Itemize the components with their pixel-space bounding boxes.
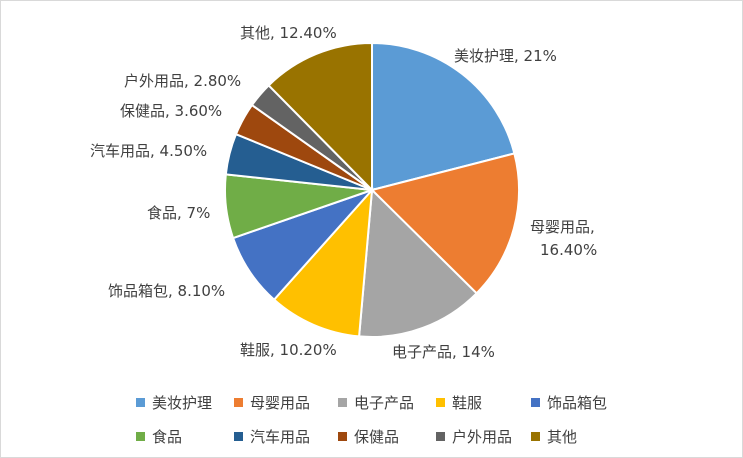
legend-label-9: 户外用品: [452, 427, 513, 446]
legend-swatch-6: [136, 431, 145, 441]
pie-slice-2: [370, 152, 520, 295]
legend-item-4: 鞋服: [436, 392, 531, 413]
data-label-1: 美妆护理, 21%: [454, 47, 557, 65]
data-label-6: 食品, 7%: [147, 204, 210, 222]
data-label-4: 鞋服, 10.20%: [240, 341, 337, 359]
legend-swatch-9: [436, 431, 445, 441]
pie-slice-3: [358, 187, 479, 338]
legend-swatch-3: [338, 397, 347, 407]
legend-item-1: 美妆护理: [136, 392, 234, 413]
legend-item-2: 母婴用品: [234, 392, 338, 413]
legend-item-5: 饰品箱包: [531, 392, 631, 413]
legend-label-6: 食品: [152, 427, 183, 446]
data-label-2: 母婴用品, 16.40%: [530, 218, 597, 259]
legend-label-7: 汽车用品: [250, 427, 311, 446]
legend: 美妆护理 母婴用品 电子产品 鞋服 饰品箱包 食品 汽车用品 保健品 户外用品 其他: [136, 390, 636, 458]
legend-item-10: 其他: [531, 426, 631, 447]
pie-slice-10: [267, 41, 373, 193]
legend-label-8: 保健品: [354, 427, 400, 446]
legend-swatch-1: [136, 397, 145, 407]
data-label-10: 其他, 12.40%: [240, 24, 337, 42]
data-label-3: 电子产品, 14%: [392, 343, 495, 361]
legend-label-10: 其他: [547, 427, 578, 446]
legend-swatch-10: [531, 431, 540, 441]
legend-swatch-2: [234, 397, 243, 407]
legend-swatch-8: [338, 431, 347, 441]
legend-swatch-7: [234, 431, 243, 441]
legend-label-4: 鞋服: [452, 393, 483, 412]
legend-label-5: 饰品箱包: [547, 393, 608, 412]
legend-swatch-5: [531, 397, 540, 407]
legend-swatch-4: [436, 397, 445, 407]
legend-label-2: 母婴用品: [250, 393, 311, 412]
data-label-5: 饰品箱包, 8.10%: [108, 282, 225, 300]
pie-slice-1: [371, 41, 516, 192]
data-label-9: 户外用品, 2.80%: [124, 72, 241, 90]
legend-label-1: 美妆护理: [152, 393, 213, 412]
legend-item-9: 户外用品: [436, 426, 531, 447]
data-label-7: 汽车用品, 4.50%: [90, 142, 207, 160]
pie-slice-4: [272, 187, 374, 338]
legend-item-8: 保健品: [338, 426, 436, 447]
legend-item-7: 汽车用品: [234, 426, 338, 447]
data-label-8: 保健品, 3.60%: [120, 102, 222, 120]
legend-item-6: 食品: [136, 426, 234, 447]
legend-label-3: 电子产品: [354, 393, 415, 412]
legend-item-3: 电子产品: [338, 392, 436, 413]
